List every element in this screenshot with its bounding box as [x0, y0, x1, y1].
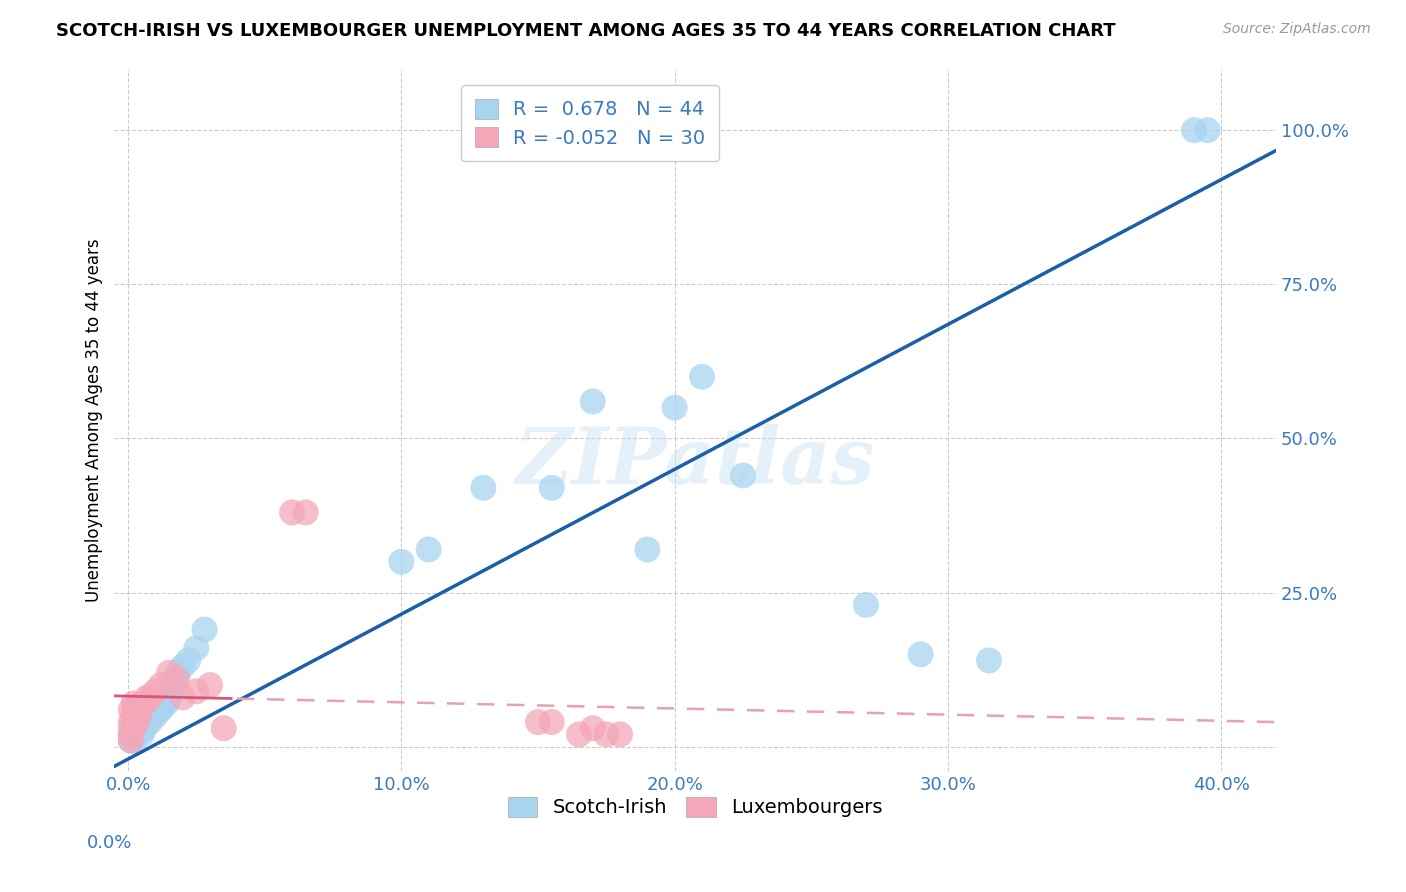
- Point: [855, 598, 877, 612]
- Point: [122, 721, 145, 735]
- Point: [128, 709, 150, 723]
- Point: [212, 721, 235, 735]
- Point: [131, 697, 153, 711]
- Point: [166, 672, 188, 686]
- Point: [731, 468, 754, 483]
- Point: [146, 703, 169, 717]
- Point: [149, 678, 172, 692]
- Point: [139, 714, 162, 729]
- Point: [120, 727, 142, 741]
- Point: [125, 709, 148, 723]
- Point: [136, 714, 159, 729]
- Point: [131, 727, 153, 741]
- Point: [472, 481, 495, 495]
- Point: [186, 684, 208, 698]
- Point: [172, 659, 194, 673]
- Point: [582, 721, 605, 735]
- Point: [125, 703, 148, 717]
- Point: [122, 733, 145, 747]
- Point: [122, 727, 145, 741]
- Point: [120, 703, 142, 717]
- Point: [134, 721, 156, 735]
- Point: [152, 697, 174, 711]
- Point: [120, 714, 142, 729]
- Point: [125, 714, 148, 729]
- Point: [122, 714, 145, 729]
- Point: [540, 714, 562, 729]
- Point: [609, 727, 631, 741]
- Point: [527, 714, 550, 729]
- Point: [145, 684, 167, 698]
- Point: [120, 727, 142, 741]
- Point: [160, 684, 183, 698]
- Text: 0.0%: 0.0%: [87, 834, 132, 852]
- Legend: Scotch-Irish, Luxembourgers: Scotch-Irish, Luxembourgers: [501, 789, 890, 825]
- Point: [157, 665, 180, 680]
- Point: [186, 641, 208, 656]
- Point: [122, 709, 145, 723]
- Point: [157, 690, 180, 705]
- Point: [664, 401, 686, 415]
- Point: [977, 653, 1000, 667]
- Point: [120, 721, 142, 735]
- Point: [120, 733, 142, 747]
- Point: [1182, 123, 1205, 137]
- Point: [139, 690, 162, 705]
- Point: [122, 697, 145, 711]
- Point: [145, 709, 167, 723]
- Point: [389, 555, 412, 569]
- Text: ZIPatlas: ZIPatlas: [516, 424, 875, 500]
- Point: [540, 481, 562, 495]
- Point: [198, 678, 221, 692]
- Point: [294, 505, 316, 519]
- Point: [910, 647, 932, 661]
- Point: [636, 542, 658, 557]
- Point: [149, 703, 172, 717]
- Point: [125, 721, 148, 735]
- Point: [582, 394, 605, 409]
- Point: [131, 714, 153, 729]
- Point: [281, 505, 304, 519]
- Point: [595, 727, 617, 741]
- Point: [155, 697, 177, 711]
- Point: [690, 369, 713, 384]
- Point: [134, 697, 156, 711]
- Text: Source: ZipAtlas.com: Source: ZipAtlas.com: [1223, 22, 1371, 37]
- Point: [125, 727, 148, 741]
- Point: [418, 542, 440, 557]
- Point: [136, 690, 159, 705]
- Point: [128, 721, 150, 735]
- Point: [122, 721, 145, 735]
- Point: [166, 665, 188, 680]
- Point: [1197, 123, 1219, 137]
- Y-axis label: Unemployment Among Ages 35 to 44 years: Unemployment Among Ages 35 to 44 years: [86, 238, 103, 602]
- Point: [163, 678, 186, 692]
- Point: [568, 727, 591, 741]
- Point: [194, 623, 217, 637]
- Point: [177, 653, 200, 667]
- Point: [142, 709, 165, 723]
- Point: [172, 690, 194, 705]
- Text: SCOTCH-IRISH VS LUXEMBOURGER UNEMPLOYMENT AMONG AGES 35 TO 44 YEARS CORRELATION : SCOTCH-IRISH VS LUXEMBOURGER UNEMPLOYMEN…: [56, 22, 1116, 40]
- Point: [120, 733, 142, 747]
